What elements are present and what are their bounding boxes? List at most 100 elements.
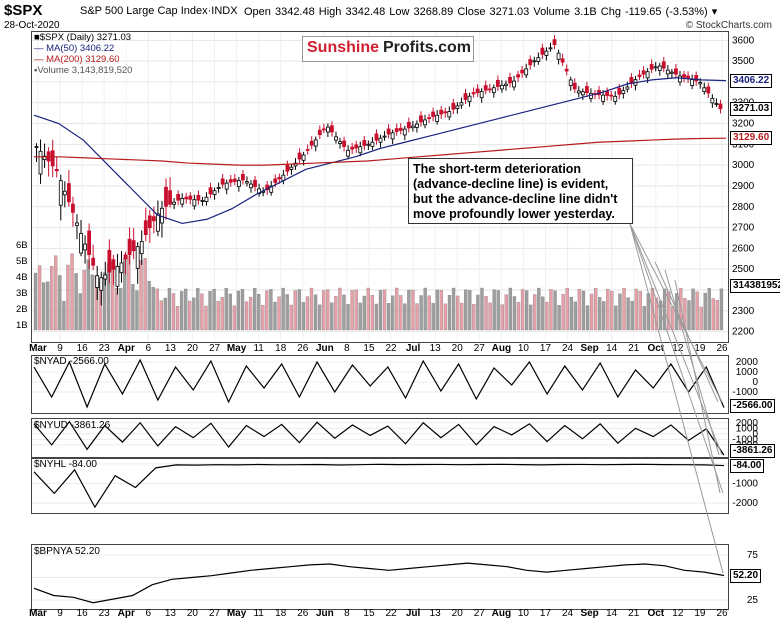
x-tick-label-top: 26	[716, 343, 728, 354]
volume-bar	[464, 289, 468, 331]
nyad-title: $NYAD -2566.00	[34, 356, 109, 367]
volume-bar	[399, 295, 403, 331]
x-tick-label-top: Sep	[580, 343, 598, 354]
x-tick-label-bottom: 11	[253, 608, 264, 619]
candle-body	[718, 103, 723, 110]
candle-body	[285, 164, 290, 172]
candle-body	[107, 249, 112, 273]
volume-bar	[220, 297, 224, 331]
volume-bar	[508, 287, 513, 331]
volume-y-tick: 6B	[16, 240, 28, 251]
x-tick-label-bottom: 26	[297, 608, 309, 619]
indicator-y-tick: 2000	[736, 418, 759, 429]
indicator-y-tick: -2000	[732, 498, 758, 509]
x-tick-label-top: 21	[628, 343, 640, 354]
candle-body	[334, 136, 338, 141]
x-tick-label-bottom: 13	[430, 608, 442, 619]
volume-bar	[386, 303, 391, 331]
volume-bar	[455, 295, 460, 331]
candle-body	[491, 87, 496, 93]
x-tick-label-bottom: 27	[474, 608, 486, 619]
volume-bar	[277, 296, 281, 331]
ma200-value-tag: 3129.60	[730, 131, 773, 146]
candle-body	[245, 181, 249, 184]
candle-body	[536, 57, 541, 62]
x-tick-label-top: 10	[518, 343, 530, 354]
volume-bar	[382, 289, 387, 331]
volume-bar	[496, 290, 500, 331]
volume-bar	[569, 296, 573, 331]
candle-body	[532, 60, 537, 63]
candle-body	[410, 125, 415, 129]
volume-bar	[184, 288, 188, 331]
candle-body	[168, 190, 172, 205]
candle-body	[564, 68, 569, 72]
x-tick-label-top: Aug	[492, 343, 511, 354]
volume-bar	[257, 293, 261, 331]
candle-body	[479, 91, 484, 99]
x-tick-label-bottom: May	[227, 608, 247, 619]
volume-bar	[244, 301, 249, 331]
x-tick-label-bottom: 19	[694, 608, 706, 619]
volume-bar	[74, 273, 78, 331]
candle-body	[58, 180, 63, 206]
candle-body	[455, 105, 460, 109]
volume-bar	[589, 293, 594, 331]
volume-bar	[232, 305, 237, 331]
candle-body	[330, 125, 334, 133]
volume-bar	[524, 290, 529, 331]
price-y-tick: 3000	[732, 160, 755, 171]
volume-bar	[86, 259, 90, 331]
candle-body	[139, 241, 144, 255]
candle-body	[164, 186, 168, 207]
candle-body	[289, 166, 294, 170]
candle-body	[475, 88, 480, 94]
volume-bar	[212, 288, 216, 331]
candle-body	[690, 79, 695, 86]
price-y-tick: 2800	[732, 202, 755, 213]
candle-body	[208, 187, 213, 195]
x-tick-label-top: 24	[562, 343, 574, 354]
x-tick-label-top: 23	[99, 343, 111, 354]
candle-body	[253, 179, 257, 187]
candle-body	[706, 86, 711, 94]
volume-bar	[374, 303, 379, 331]
volume-bar	[427, 295, 431, 331]
volume-bar	[492, 289, 496, 331]
candle-body	[71, 203, 75, 213]
candle-body	[119, 262, 124, 274]
volume-bar	[317, 304, 322, 331]
indicator-last-tag: -84.00	[730, 459, 765, 473]
candle-body	[390, 132, 395, 140]
x-tick-label-bottom: 10	[518, 608, 530, 619]
candle-body	[601, 94, 605, 102]
candle-body	[188, 195, 193, 200]
candle-body	[463, 93, 468, 100]
volume-bar	[431, 303, 435, 331]
candle-body	[710, 97, 715, 104]
candle-body	[657, 65, 662, 71]
candle-body	[156, 213, 160, 232]
candle-body	[350, 146, 355, 150]
x-tick-label-top: 16	[77, 343, 89, 354]
candle-body	[512, 80, 516, 88]
candle-body	[346, 149, 351, 157]
x-tick-label-top: 12	[672, 343, 684, 354]
candle-body	[305, 149, 310, 151]
candle-body	[66, 183, 71, 203]
candle-body	[317, 129, 322, 135]
callout-pointer	[629, 223, 724, 574]
x-tick-label-top: Mar	[29, 343, 47, 354]
x-tick-label-top: May	[227, 343, 247, 354]
candle-body	[471, 92, 476, 95]
volume-bar	[642, 306, 646, 331]
legend: ■$SPX (Daily) 3271.03 — MA(50) 3406.22 —…	[34, 32, 132, 76]
volume-bar	[313, 294, 318, 331]
chart-date: 28-Oct-2020	[4, 20, 60, 31]
candle-body	[495, 79, 500, 87]
candle-body	[714, 103, 719, 105]
indicator-line	[33, 463, 725, 509]
candle-body	[143, 220, 148, 235]
volume-bar	[460, 302, 464, 331]
candle-body	[54, 168, 59, 172]
